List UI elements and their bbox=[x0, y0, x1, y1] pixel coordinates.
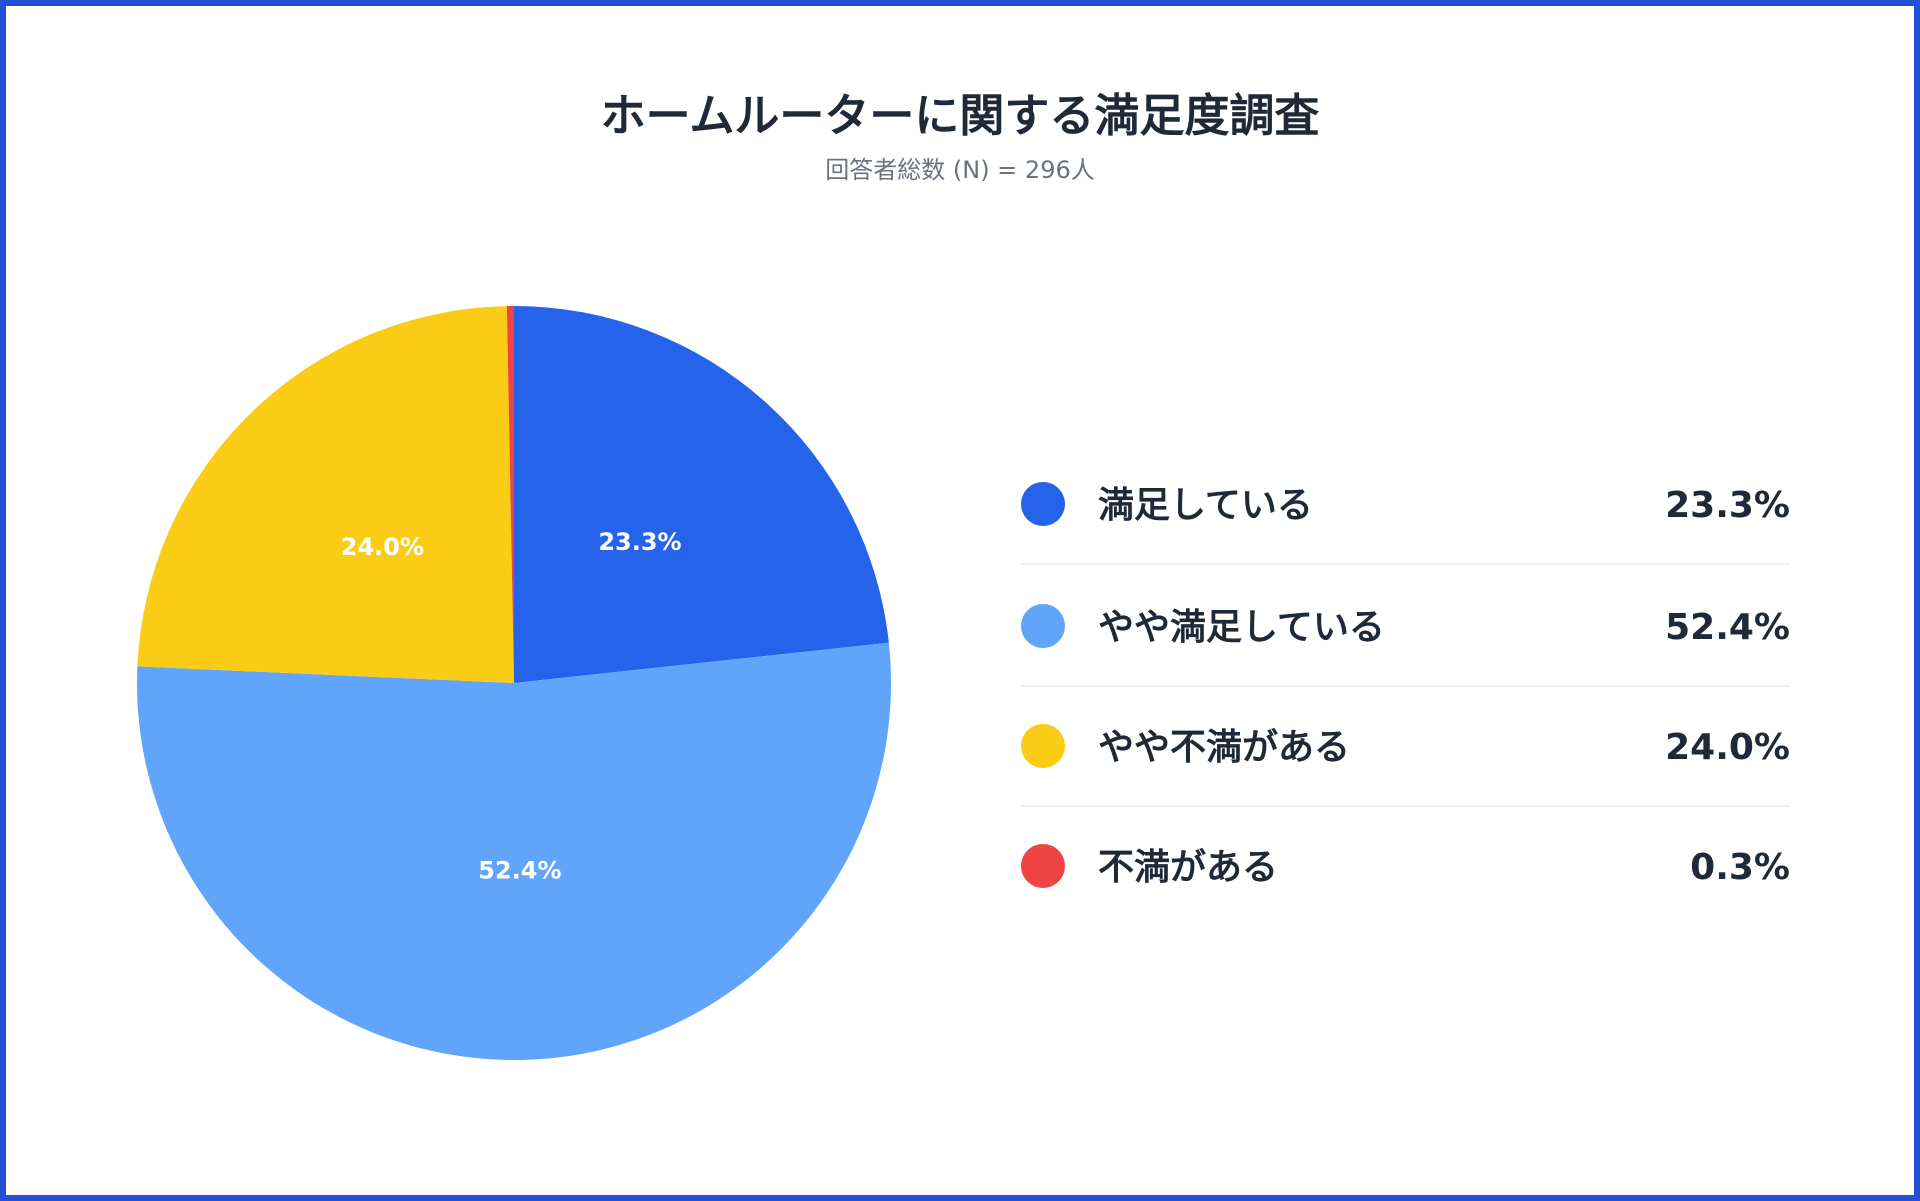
legend-label: 満足している bbox=[1098, 485, 1313, 526]
legend-value: 23.3% bbox=[1665, 485, 1790, 526]
legend-label: やや満足している bbox=[1098, 607, 1385, 648]
chart-subtitle: 回答者総数 (N) = 296人 bbox=[825, 156, 1094, 184]
chart-title: ホームルーターに関する満足度調査 bbox=[601, 89, 1320, 142]
legend-swatch bbox=[1021, 724, 1065, 768]
legend-label: やや不満がある bbox=[1098, 727, 1350, 768]
pie-slice bbox=[506, 306, 514, 683]
pie-slice bbox=[137, 306, 515, 683]
pie-slice bbox=[136, 642, 891, 1061]
legend-label: 不満がある bbox=[1098, 847, 1278, 888]
slice-label: 24.0% bbox=[341, 533, 424, 561]
legend-swatch bbox=[1021, 604, 1065, 648]
legend-value: 24.0% bbox=[1665, 727, 1790, 768]
legend-value: 52.4% bbox=[1665, 607, 1790, 648]
slice-label: 23.3% bbox=[598, 528, 681, 556]
legend-value: 0.3% bbox=[1690, 847, 1790, 888]
slice-label: 52.4% bbox=[478, 856, 561, 884]
legend-swatch bbox=[1021, 482, 1065, 526]
pie-slice bbox=[514, 306, 889, 683]
legend-swatch bbox=[1021, 844, 1065, 888]
